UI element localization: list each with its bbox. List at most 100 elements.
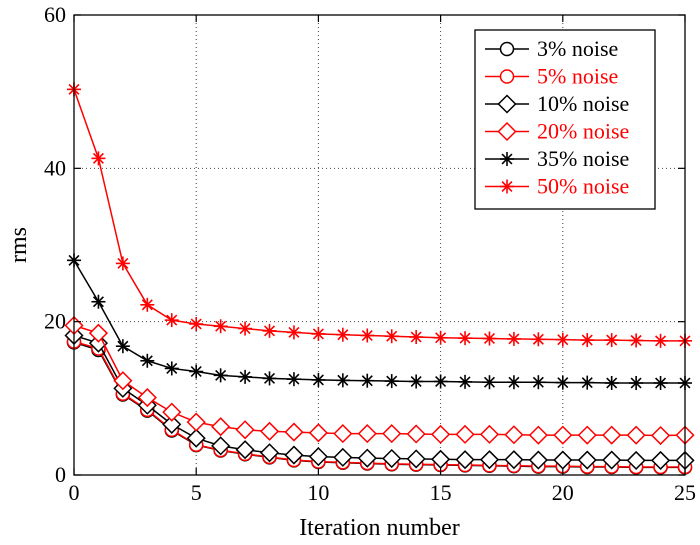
data-point (506, 375, 521, 390)
data-point (333, 424, 353, 444)
marker-stroke (459, 332, 471, 344)
data-point (602, 450, 622, 470)
marker-stroke (92, 152, 104, 164)
data-point (555, 332, 570, 347)
data-point (482, 331, 497, 346)
data-point (308, 423, 328, 443)
marker-stroke (386, 375, 398, 387)
data-point (382, 424, 402, 444)
marker-stroke (337, 329, 349, 341)
marker-stroke (141, 299, 153, 311)
data-point (409, 330, 424, 344)
data-point (189, 316, 204, 331)
data-point (629, 376, 644, 390)
legend-label: 20% noise (537, 119, 629, 144)
data-point (164, 361, 179, 376)
marker-stroke (630, 377, 642, 389)
legend-entry: 50% noise (485, 174, 629, 199)
marker-stroke (239, 371, 251, 383)
marker-stroke (483, 376, 495, 388)
legend-marker (500, 152, 514, 166)
legend-entry: 20% noise (485, 119, 629, 144)
data-point (528, 425, 548, 445)
marker-stroke (264, 325, 276, 337)
data-point (479, 424, 500, 444)
plot-frame (73, 14, 686, 476)
data-point (626, 425, 646, 445)
data-point (580, 333, 595, 348)
marker-stroke (508, 376, 520, 388)
legend-entry: 5% noise (485, 64, 618, 89)
marker-stroke (557, 334, 569, 346)
marker-stroke (410, 375, 422, 387)
data-point (211, 436, 231, 456)
data-point (91, 294, 106, 309)
marker-stroke (215, 320, 227, 332)
data-point (531, 375, 546, 390)
data-point (186, 412, 206, 432)
marker-stroke (117, 257, 129, 269)
data-point (162, 414, 182, 434)
data-point (115, 339, 130, 354)
data-point (186, 428, 206, 448)
y-axis-title: rms (6, 227, 32, 263)
x-tick-label: 25 (674, 480, 696, 505)
data-point (650, 450, 671, 470)
legend-label: 35% noise (537, 146, 629, 171)
x-tick-label: 5 (191, 480, 202, 505)
marker-stroke (117, 340, 129, 352)
data-point (360, 328, 375, 343)
data-point (458, 374, 473, 389)
legend-marker (500, 179, 514, 194)
data-point (286, 325, 301, 340)
marker-stroke (606, 377, 618, 389)
marker-stroke (459, 376, 471, 388)
marker-stroke (288, 326, 300, 338)
marker-stroke (557, 377, 569, 389)
series-layer (64, 82, 695, 475)
data-point (455, 450, 475, 470)
data-point (455, 424, 475, 444)
marker-stroke (312, 328, 324, 340)
y-tick-label: 20 (44, 309, 66, 334)
data-point (213, 368, 228, 383)
data-point (357, 424, 377, 444)
legend-marker (499, 69, 515, 84)
marker-stroke (606, 334, 618, 346)
ticks: 0 5 10 15 20 25 0 20 40 60 (44, 2, 696, 505)
marker-stroke (410, 331, 422, 343)
data-point (211, 417, 231, 437)
marker-stroke (215, 369, 227, 381)
data-point (238, 321, 253, 336)
data-point (604, 333, 619, 348)
data-point (311, 372, 326, 387)
legend-label: 10% noise (537, 91, 629, 116)
marker-stroke (655, 335, 667, 347)
data-point (235, 440, 255, 460)
data-point (162, 402, 182, 422)
marker-stroke (312, 374, 324, 386)
legend-label: 50% noise (537, 174, 629, 199)
data-point (238, 369, 253, 384)
data-point (88, 323, 109, 343)
data-point (602, 425, 622, 445)
data-point (479, 450, 500, 470)
data-point (286, 372, 301, 387)
x-tick-label: 0 (69, 480, 80, 505)
data-point (504, 425, 524, 445)
marker-stroke (239, 323, 251, 335)
data-point (115, 256, 130, 271)
data-point (555, 375, 570, 390)
data-point (458, 331, 473, 346)
y-tick-label: 0 (55, 462, 66, 487)
data-point (140, 353, 155, 368)
marker-stroke (581, 377, 593, 389)
legend-entry: 35% noise (485, 146, 629, 171)
data-point (88, 333, 109, 353)
data-point (384, 329, 399, 344)
data-point (580, 375, 595, 390)
x-tick-label: 10 (307, 480, 329, 505)
marker-stroke (501, 180, 513, 193)
